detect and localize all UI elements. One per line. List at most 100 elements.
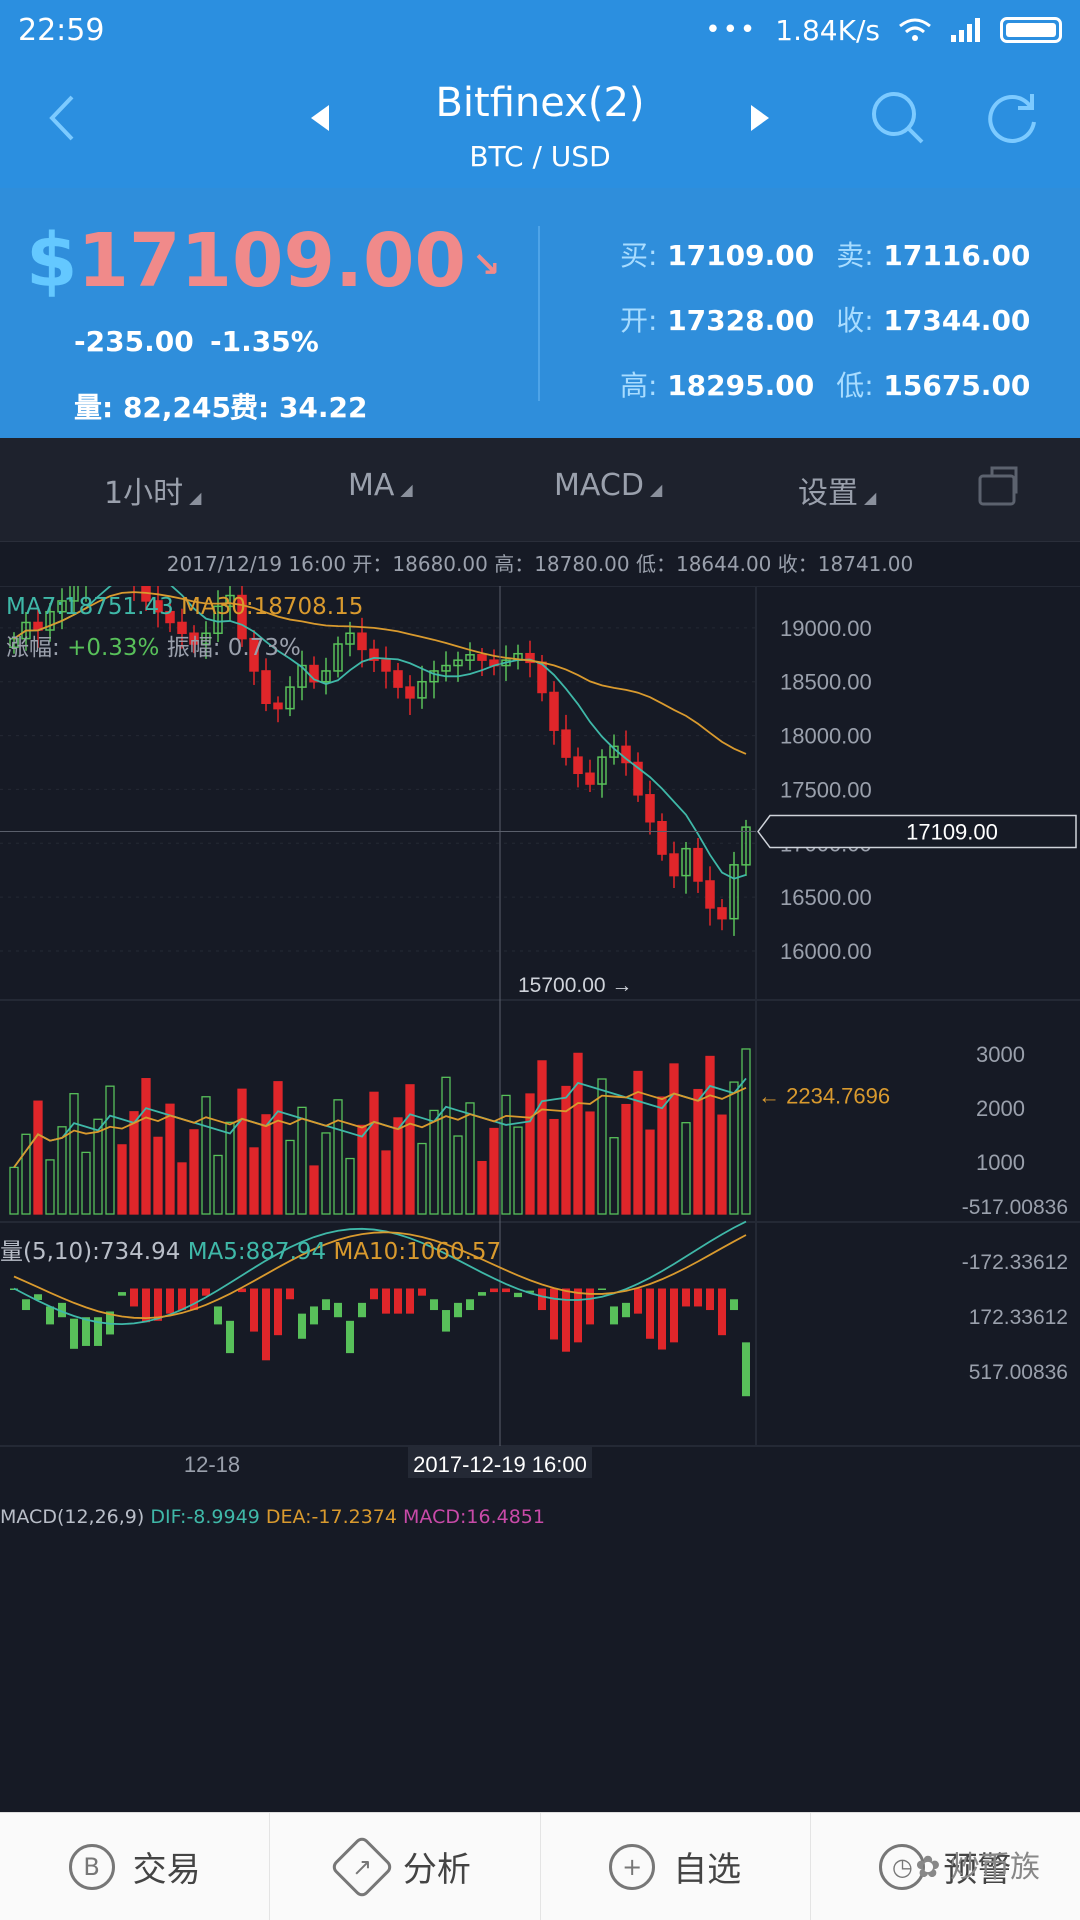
macd-bar [286,1288,294,1300]
volume-bar [621,1103,631,1215]
volume-bar [45,1159,55,1215]
volume-bar [369,1091,379,1215]
macd-bar [166,1288,174,1314]
kline-chart[interactable]: 19500.00 19000.00 18500.00 18000.00 17500.00… [0,586,1080,1812]
dropdown-icon: ◢ [864,488,877,507]
volume-bar [561,1085,571,1215]
volume-bar [705,1055,715,1215]
close-label: 收: [836,304,874,337]
volume-bar [81,1151,91,1215]
dea-value: DEA:-17.2374 [265,1506,397,1528]
volume-bar [537,1060,547,1215]
candle-body [657,820,667,855]
candle-body [345,632,355,645]
macd-bar [562,1288,570,1352]
candle-body [237,594,247,640]
macd-bar [202,1288,210,1296]
vol-value: 量(5,10):734.94 [0,1239,181,1265]
low-value: 15675.00 [883,369,1031,402]
candle-body [201,632,211,645]
candle-body [645,794,655,823]
macd-bar [538,1288,546,1311]
analysis-icon: ↗ [329,1833,395,1900]
back-icon[interactable] [30,86,94,150]
settings-selector[interactable]: 设置 ◢ [798,468,876,512]
price-axis-label: 18500.00 [780,670,872,695]
macd-bar [370,1288,378,1300]
ma7-line [13,586,747,880]
prev-exchange-icon[interactable] [288,86,352,150]
volume-bar [345,1157,355,1215]
macd-bar [442,1310,450,1332]
volume-bar [225,1121,235,1215]
ma30-value: MA30:18708.15 [181,594,364,620]
macd-bar [70,1318,78,1349]
buy-label: 买: [620,239,658,272]
fullscreen-icon[interactable] [976,464,1020,516]
volume-bar [273,1081,283,1215]
candle-body [357,632,367,651]
refresh-icon[interactable] [980,86,1044,150]
fee-value: 34.22 [278,391,368,424]
candle-body [669,853,679,877]
open-label: 开: [620,304,658,337]
volume-bar [597,1078,607,1215]
volume-bar [441,1076,451,1215]
candle-body [273,702,283,710]
macd-bar [262,1288,270,1361]
macd-bar [214,1306,222,1325]
volume-bar [429,1109,439,1215]
candle-body [153,600,163,613]
nav-watchlist[interactable]: + 自选 [541,1813,811,1920]
volume-bar [177,1162,187,1215]
low-label: 低: [836,369,874,402]
sub-indicator-label: MACD [554,468,644,503]
candle-body [441,664,451,672]
volume-bar [513,1126,523,1215]
main-indicator-selector[interactable]: MA ◢ [348,468,413,503]
search-icon[interactable] [866,86,930,150]
volume-bar [405,1084,415,1215]
nav-analysis[interactable]: ↗ 分析 [270,1813,541,1920]
candle-body [561,729,571,758]
sub-indicator-selector[interactable]: MACD ◢ [554,468,662,503]
nav-trade[interactable]: B 交易 [0,1813,271,1920]
high-value: 18295.00 [667,369,815,402]
macd-bar [34,1294,42,1300]
nav-alert[interactable]: ◷ 预警 [811,1813,1080,1920]
volume-bar [717,1114,727,1215]
macd-bar [310,1306,318,1325]
macd-bar [82,1317,90,1346]
candle-body [249,637,259,672]
close-value: 17344.00 [883,304,1031,337]
alarm-clock-icon: ◷ [879,1843,926,1890]
candle-body [741,826,751,866]
rise-label: 涨幅: [6,635,60,661]
dropdown-icon: ◢ [189,488,202,507]
interval-selector[interactable]: 1小时 ◢ [104,468,201,512]
volume-stat: 量: 82,245 [74,386,231,426]
macd-bar [670,1288,678,1343]
volume-bar [237,1088,247,1215]
x-axis-label: 12-18 [184,1452,240,1477]
exchange-title[interactable]: Bitfinex(2) [435,80,645,126]
candle-body [681,847,691,877]
next-exchange-icon[interactable] [728,86,792,150]
volume-bar [21,1133,31,1215]
macd-bar [298,1313,306,1339]
fee-stat: 费: 34.22 [230,386,368,426]
macd-bar [334,1302,342,1318]
nav-trade-label: 交易 [132,1850,201,1890]
candle-body [477,654,487,661]
pair-subtitle: BTC / USD [469,140,611,173]
macd-bar [382,1288,390,1314]
add-icon: + [609,1843,656,1890]
candle-body [549,691,559,731]
interval-label: 1小时 [104,476,184,511]
volume-bar [309,1165,319,1215]
macd-bar [454,1302,462,1318]
volume-bar [585,1111,595,1215]
volume-bar [393,1117,403,1215]
volume-bar [117,1144,127,1215]
candle-body [285,686,295,710]
